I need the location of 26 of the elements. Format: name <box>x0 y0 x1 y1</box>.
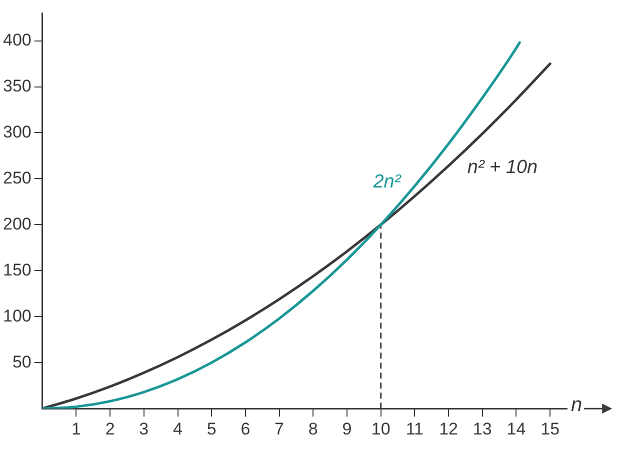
x-tick-label: 12 <box>439 419 458 438</box>
y-tick-label: 300 <box>2 122 32 142</box>
x-tick-label: 10 <box>371 419 390 438</box>
x-tick-label: 13 <box>472 419 492 438</box>
x-tick-label: 15 <box>540 419 560 438</box>
series-label: 2n² <box>372 171 402 192</box>
x-tick-label: 11 <box>406 419 424 438</box>
x-tick-label: 6 <box>240 419 250 438</box>
x-tick-label: 4 <box>173 419 182 438</box>
x-tick-label: 7 <box>274 419 284 438</box>
y-tick-label: 200 <box>2 214 32 234</box>
x-tick-label: 9 <box>342 419 352 438</box>
series-label: n² + 10n <box>467 156 538 178</box>
y-tick-label: 100 <box>2 306 32 326</box>
x-axis-title: n <box>571 394 582 416</box>
y-tick-label: 400 <box>2 30 32 50</box>
y-tick-label: 350 <box>2 76 32 96</box>
y-tick-label: 50 <box>12 352 32 372</box>
x-tick-label: 5 <box>206 419 216 438</box>
x-tick-label: 14 <box>506 419 526 438</box>
y-tick-label: 150 <box>2 260 32 280</box>
x-tick-label: 8 <box>308 419 318 438</box>
y-tick-label: 250 <box>2 168 32 188</box>
x-tick-label: 1 <box>71 419 81 438</box>
x-tick-label: 3 <box>139 419 149 438</box>
x-tick-label: 2 <box>105 419 115 438</box>
